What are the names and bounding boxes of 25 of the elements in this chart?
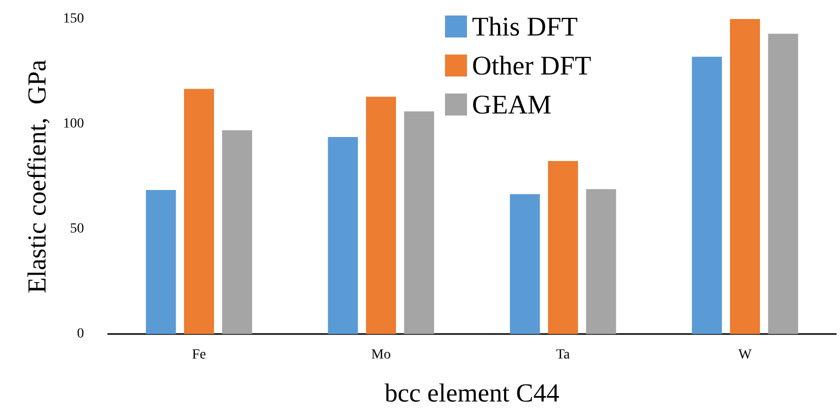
x-tick-label: Fe xyxy=(192,348,206,362)
y-tick-label: 0 xyxy=(77,326,84,342)
x-tick-label: Ta xyxy=(556,348,571,362)
y-axis-title: Elastic coeffient, GPa xyxy=(22,59,52,294)
bar xyxy=(328,137,358,334)
bar xyxy=(692,56,722,334)
bar xyxy=(184,88,214,334)
bar xyxy=(586,189,616,334)
bar xyxy=(768,34,798,334)
bar xyxy=(404,111,434,334)
x-axis-title: bcc element C44 xyxy=(384,378,560,408)
legend-label: Other DFT xyxy=(472,50,592,80)
bar xyxy=(366,96,396,334)
legend-label: GEAM xyxy=(472,90,552,120)
bar xyxy=(510,194,540,334)
bar xyxy=(548,160,578,334)
y-tick-label: 50 xyxy=(70,222,84,236)
bar xyxy=(222,130,252,334)
x-tick-label: W xyxy=(738,348,752,362)
y-tick-label: 150 xyxy=(63,12,84,26)
bar xyxy=(146,190,176,334)
x-tick-label: Mo xyxy=(371,348,391,362)
bar xyxy=(730,19,760,334)
y-tick-label: 100 xyxy=(63,116,84,132)
legend-label: This DFT xyxy=(472,12,578,42)
